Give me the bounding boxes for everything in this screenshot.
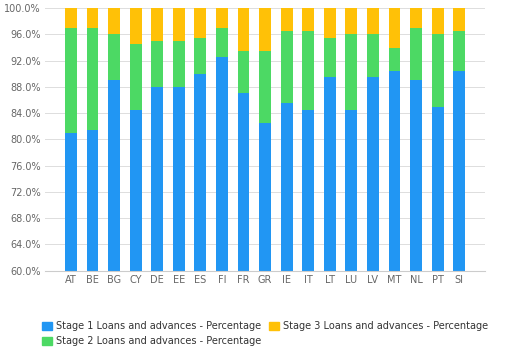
Bar	[259, 123, 271, 271]
Bar	[130, 110, 141, 271]
Bar	[324, 77, 336, 271]
Bar	[130, 8, 141, 44]
Bar	[432, 34, 444, 107]
Bar	[324, 8, 336, 38]
Bar	[432, 107, 444, 271]
Bar	[302, 31, 314, 110]
Bar	[216, 28, 228, 57]
Bar	[410, 81, 422, 271]
Bar	[259, 51, 271, 123]
Bar	[302, 110, 314, 271]
Bar	[345, 34, 357, 110]
Bar	[108, 8, 120, 34]
Bar	[281, 31, 293, 103]
Bar	[108, 34, 120, 81]
Bar	[410, 8, 422, 28]
Bar	[302, 8, 314, 31]
Bar	[410, 28, 422, 81]
Bar	[173, 87, 185, 271]
Bar	[389, 70, 400, 271]
Legend: Stage 1 Loans and advances - Percentage, Stage 2 Loans and advances - Percentage: Stage 1 Loans and advances - Percentage,…	[39, 318, 492, 347]
Bar	[454, 31, 465, 70]
Bar	[367, 34, 379, 77]
Bar	[259, 8, 271, 51]
Bar	[237, 93, 249, 271]
Bar	[237, 51, 249, 93]
Bar	[345, 8, 357, 34]
Bar	[65, 8, 77, 28]
Bar	[324, 38, 336, 77]
Bar	[173, 41, 185, 87]
Bar	[151, 87, 163, 271]
Bar	[173, 8, 185, 41]
Bar	[87, 8, 99, 28]
Bar	[216, 8, 228, 28]
Bar	[130, 44, 141, 110]
Bar	[454, 70, 465, 271]
Bar	[87, 129, 99, 271]
Bar	[216, 57, 228, 271]
Bar	[389, 48, 400, 70]
Bar	[87, 28, 99, 129]
Bar	[454, 8, 465, 31]
Bar	[367, 8, 379, 34]
Bar	[195, 8, 206, 38]
Bar	[389, 8, 400, 48]
Bar	[65, 133, 77, 271]
Bar	[65, 28, 77, 133]
Bar	[345, 110, 357, 271]
Bar	[281, 103, 293, 271]
Bar	[432, 8, 444, 34]
Bar	[195, 74, 206, 271]
Bar	[108, 81, 120, 271]
Bar	[151, 41, 163, 87]
Bar	[151, 8, 163, 41]
Bar	[195, 38, 206, 74]
Bar	[367, 77, 379, 271]
Bar	[237, 8, 249, 51]
Bar	[281, 8, 293, 31]
